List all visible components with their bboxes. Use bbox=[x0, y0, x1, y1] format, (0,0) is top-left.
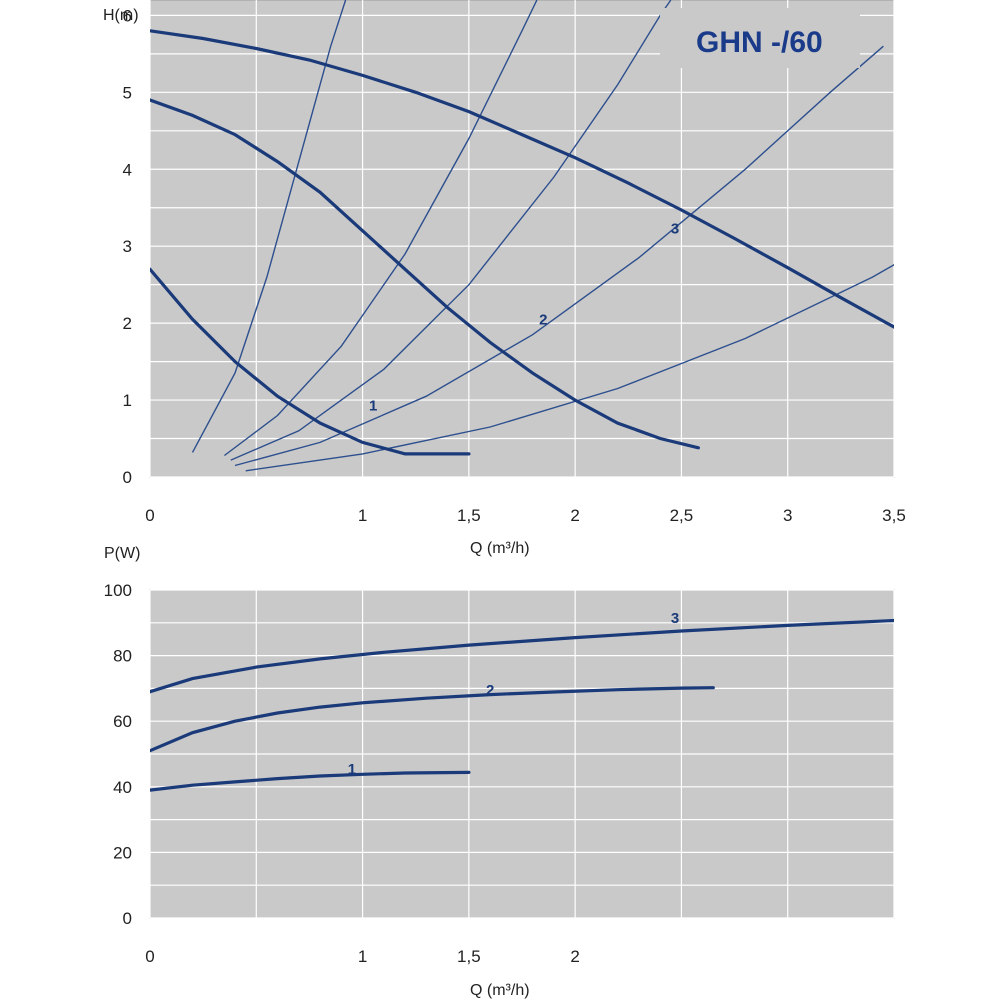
power-x-tick-label: 0 bbox=[145, 947, 154, 966]
power-curve-label-2: 2 bbox=[486, 682, 494, 699]
head-y-tick-label: 2 bbox=[123, 314, 132, 333]
head-x-tick-label: 1 bbox=[358, 506, 367, 525]
head-x-tick-labels: 0 1 1,5 2 2,5 3 3,5 bbox=[145, 506, 906, 525]
power-x-tick-label: 1 bbox=[358, 947, 367, 966]
head-x-tick-label: 2,5 bbox=[670, 506, 694, 525]
head-x-tick-label: 0 bbox=[145, 506, 154, 525]
power-y-axis-label: P(W) bbox=[104, 545, 140, 562]
power-x-tick-label: 2 bbox=[570, 947, 579, 966]
chart-title: GHN -/60 bbox=[696, 26, 823, 59]
head-y-tick-label: 5 bbox=[123, 83, 132, 102]
head-x-tick-label: 2 bbox=[570, 506, 579, 525]
power-y-tick-label: 80 bbox=[113, 647, 132, 666]
power-y-tick-label: 20 bbox=[113, 843, 132, 862]
power-curve-label-3: 3 bbox=[671, 610, 679, 627]
head-y-tick-label: 1 bbox=[123, 391, 132, 410]
power-y-tick-labels: 0 20 40 60 80 100 bbox=[104, 581, 132, 928]
head-y-tick-label: 0 bbox=[123, 468, 132, 487]
head-y-tick-label: 4 bbox=[123, 160, 132, 179]
head-x-tick-label: 3 bbox=[783, 506, 792, 525]
power-x-tick-label: 1,5 bbox=[457, 947, 481, 966]
head-x-tick-label: 1,5 bbox=[457, 506, 481, 525]
head-y-axis-label: H(m) bbox=[103, 7, 139, 24]
head-y-tick-label: 3 bbox=[123, 237, 132, 256]
head-curve-label-2: 2 bbox=[539, 311, 547, 328]
power-y-tick-label: 40 bbox=[113, 778, 132, 797]
head-x-tick-label: 3,5 bbox=[882, 506, 906, 525]
power-curve-label-1: 1 bbox=[348, 761, 356, 778]
power-y-tick-label: 100 bbox=[104, 581, 132, 600]
head-plot-background bbox=[150, 0, 894, 477]
power-y-tick-label: 0 bbox=[123, 909, 132, 928]
power-y-tick-label: 60 bbox=[113, 712, 132, 731]
power-x-axis-label: Q (m³/h) bbox=[470, 982, 530, 999]
head-curve-label-1: 1 bbox=[369, 397, 377, 414]
head-curve-label-3: 3 bbox=[671, 220, 679, 237]
head-x-axis-label: Q (m³/h) bbox=[470, 540, 530, 557]
